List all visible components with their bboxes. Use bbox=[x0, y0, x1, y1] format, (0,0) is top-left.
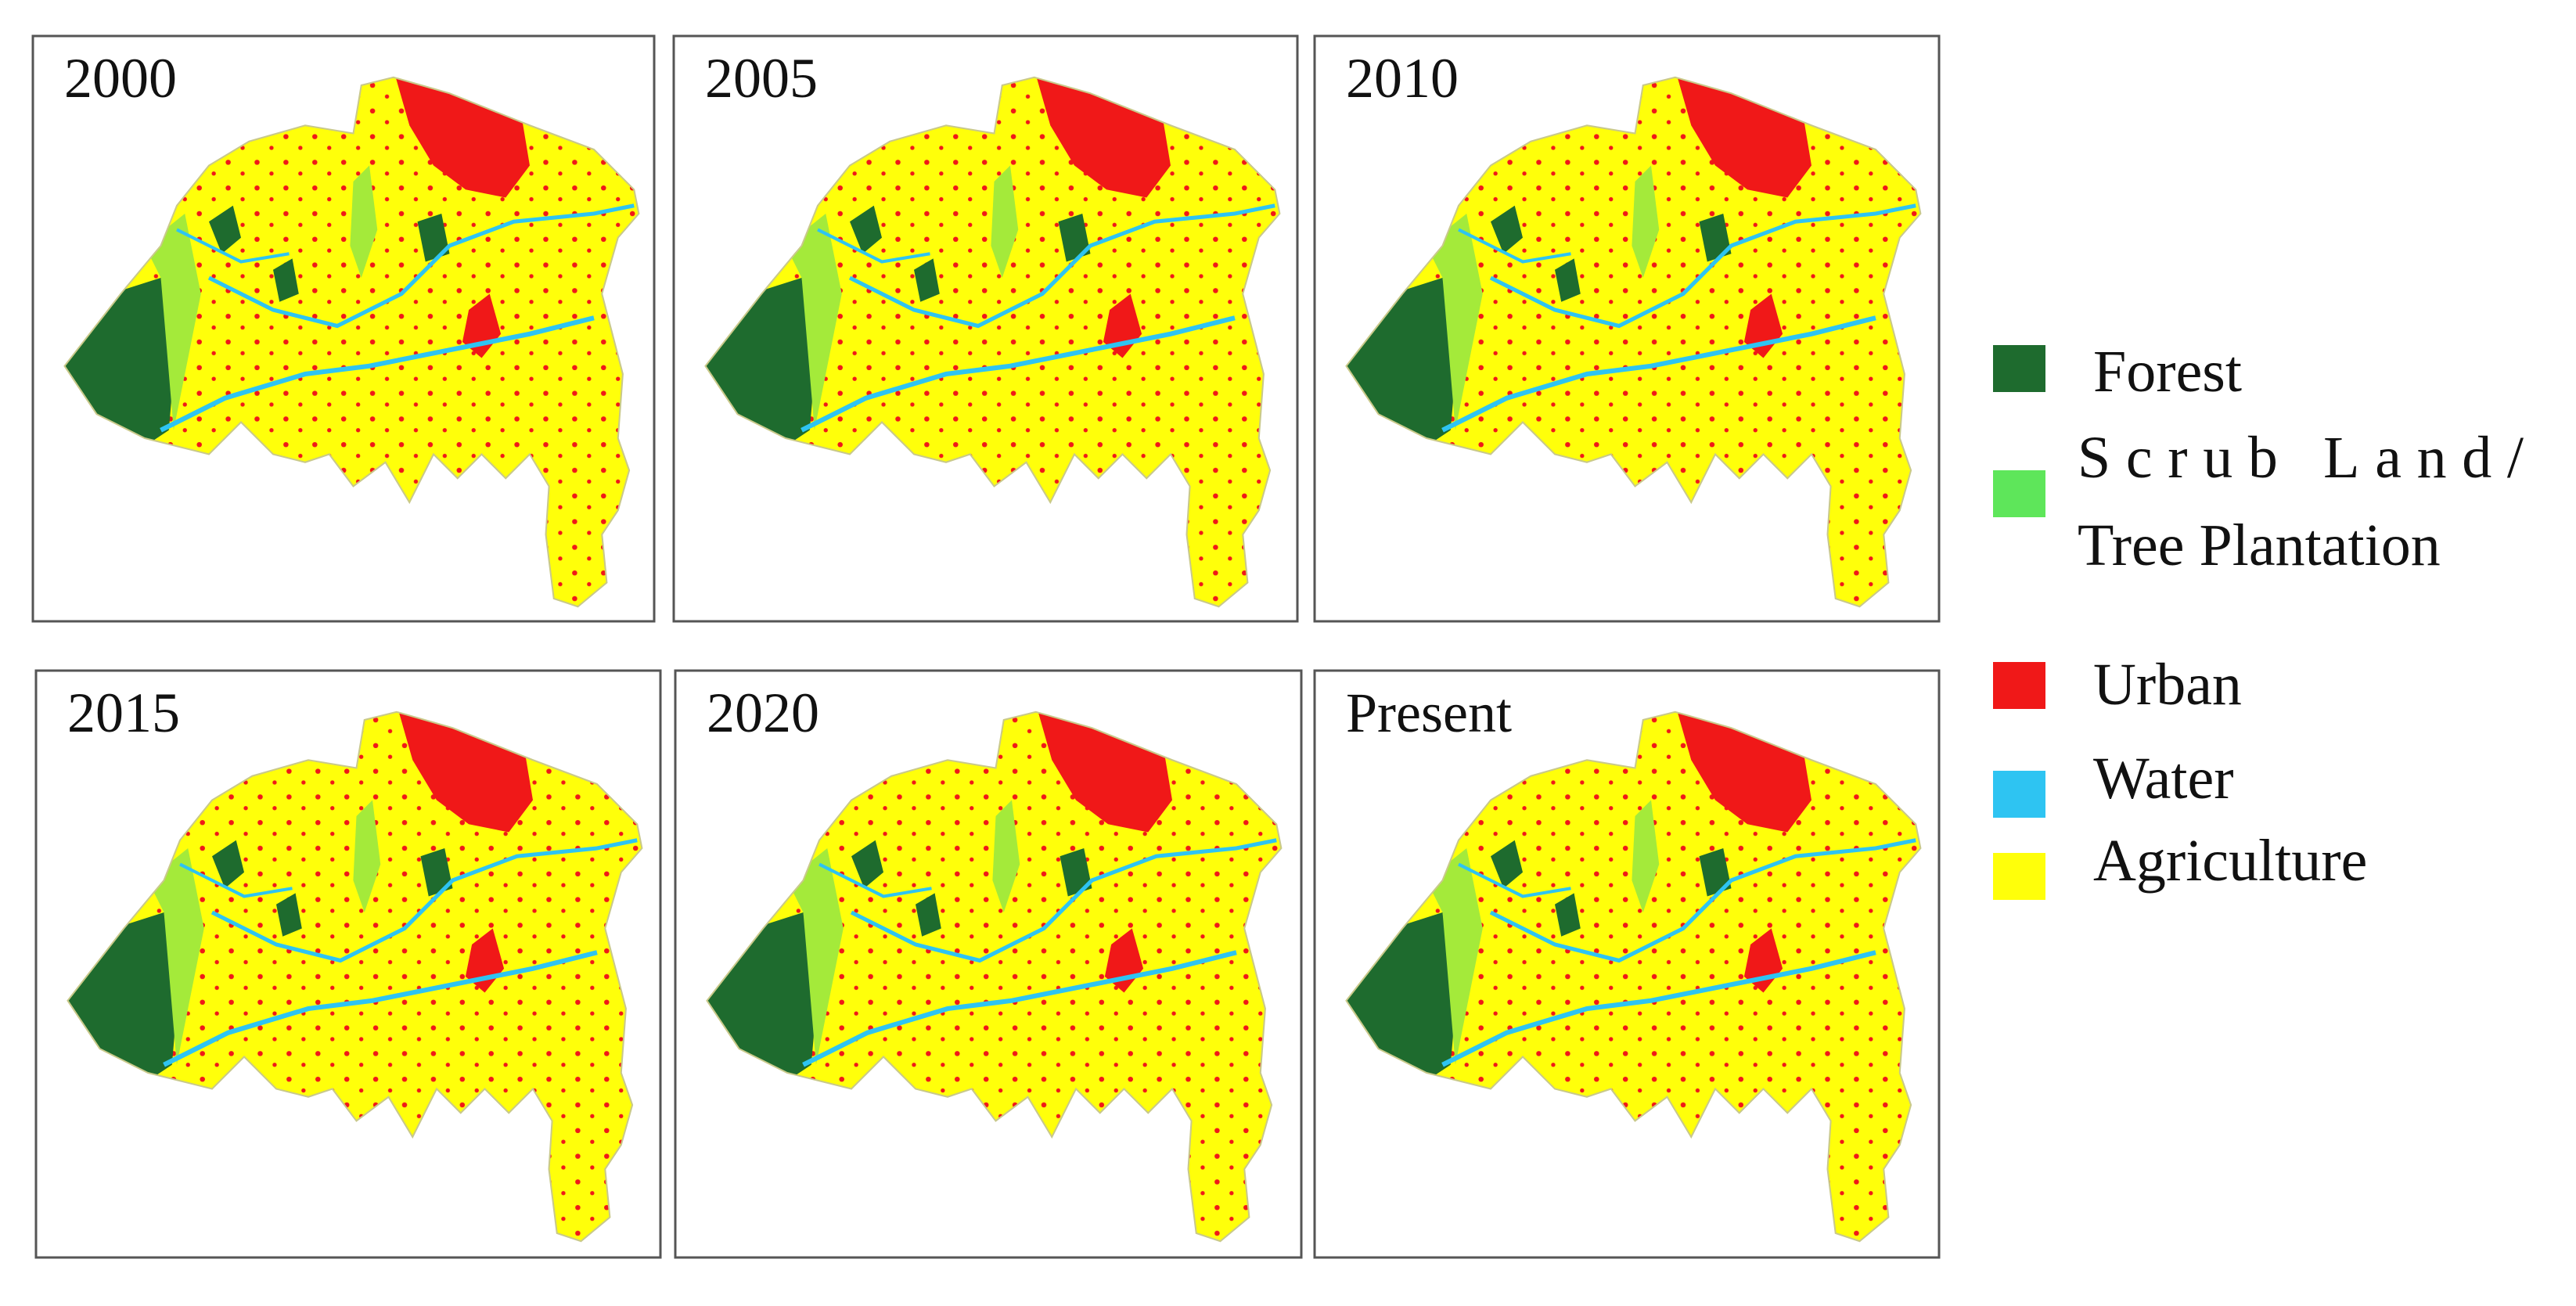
legend-item: Forest bbox=[1993, 339, 2242, 405]
legend-swatch bbox=[1993, 662, 2045, 709]
panel-year-label: Present bbox=[1346, 682, 1512, 744]
legend-label: Agriculture bbox=[2093, 828, 2367, 894]
map-panel: 2010 bbox=[1313, 34, 1940, 631]
panel-year-label: 2005 bbox=[705, 47, 818, 110]
panel-year-label: 2020 bbox=[707, 682, 819, 744]
map-panel: 2015 bbox=[34, 669, 661, 1265]
map-panel: Present bbox=[1313, 669, 1940, 1265]
legend-item: Agriculture bbox=[1993, 828, 2367, 900]
legend-swatch bbox=[1993, 771, 2045, 818]
legend-swatch bbox=[1993, 470, 2045, 517]
legend-swatch bbox=[1993, 853, 2045, 900]
map-panel: 2020 bbox=[674, 669, 1301, 1265]
legend-swatch bbox=[1993, 345, 2045, 392]
map-panel: 2000 bbox=[31, 34, 658, 631]
legend-label: Urban bbox=[2093, 652, 2242, 718]
panel-year-label: 2015 bbox=[67, 682, 180, 744]
legend-label: Tree Plantation bbox=[2078, 513, 2441, 578]
legend-item: Water bbox=[1993, 746, 2234, 818]
legend-label: Scrub Land/ bbox=[2078, 425, 2524, 491]
panel-year-label: 2000 bbox=[64, 47, 177, 110]
legend-item: Scrub Land/Tree Plantation bbox=[1993, 425, 2524, 578]
map-panel: 2005 bbox=[672, 34, 1299, 631]
panel-year-label: 2010 bbox=[1346, 47, 1459, 110]
legend-item: Urban bbox=[1993, 652, 2242, 718]
legend-label: Forest bbox=[2093, 339, 2242, 405]
legend-label: Water bbox=[2093, 746, 2234, 811]
